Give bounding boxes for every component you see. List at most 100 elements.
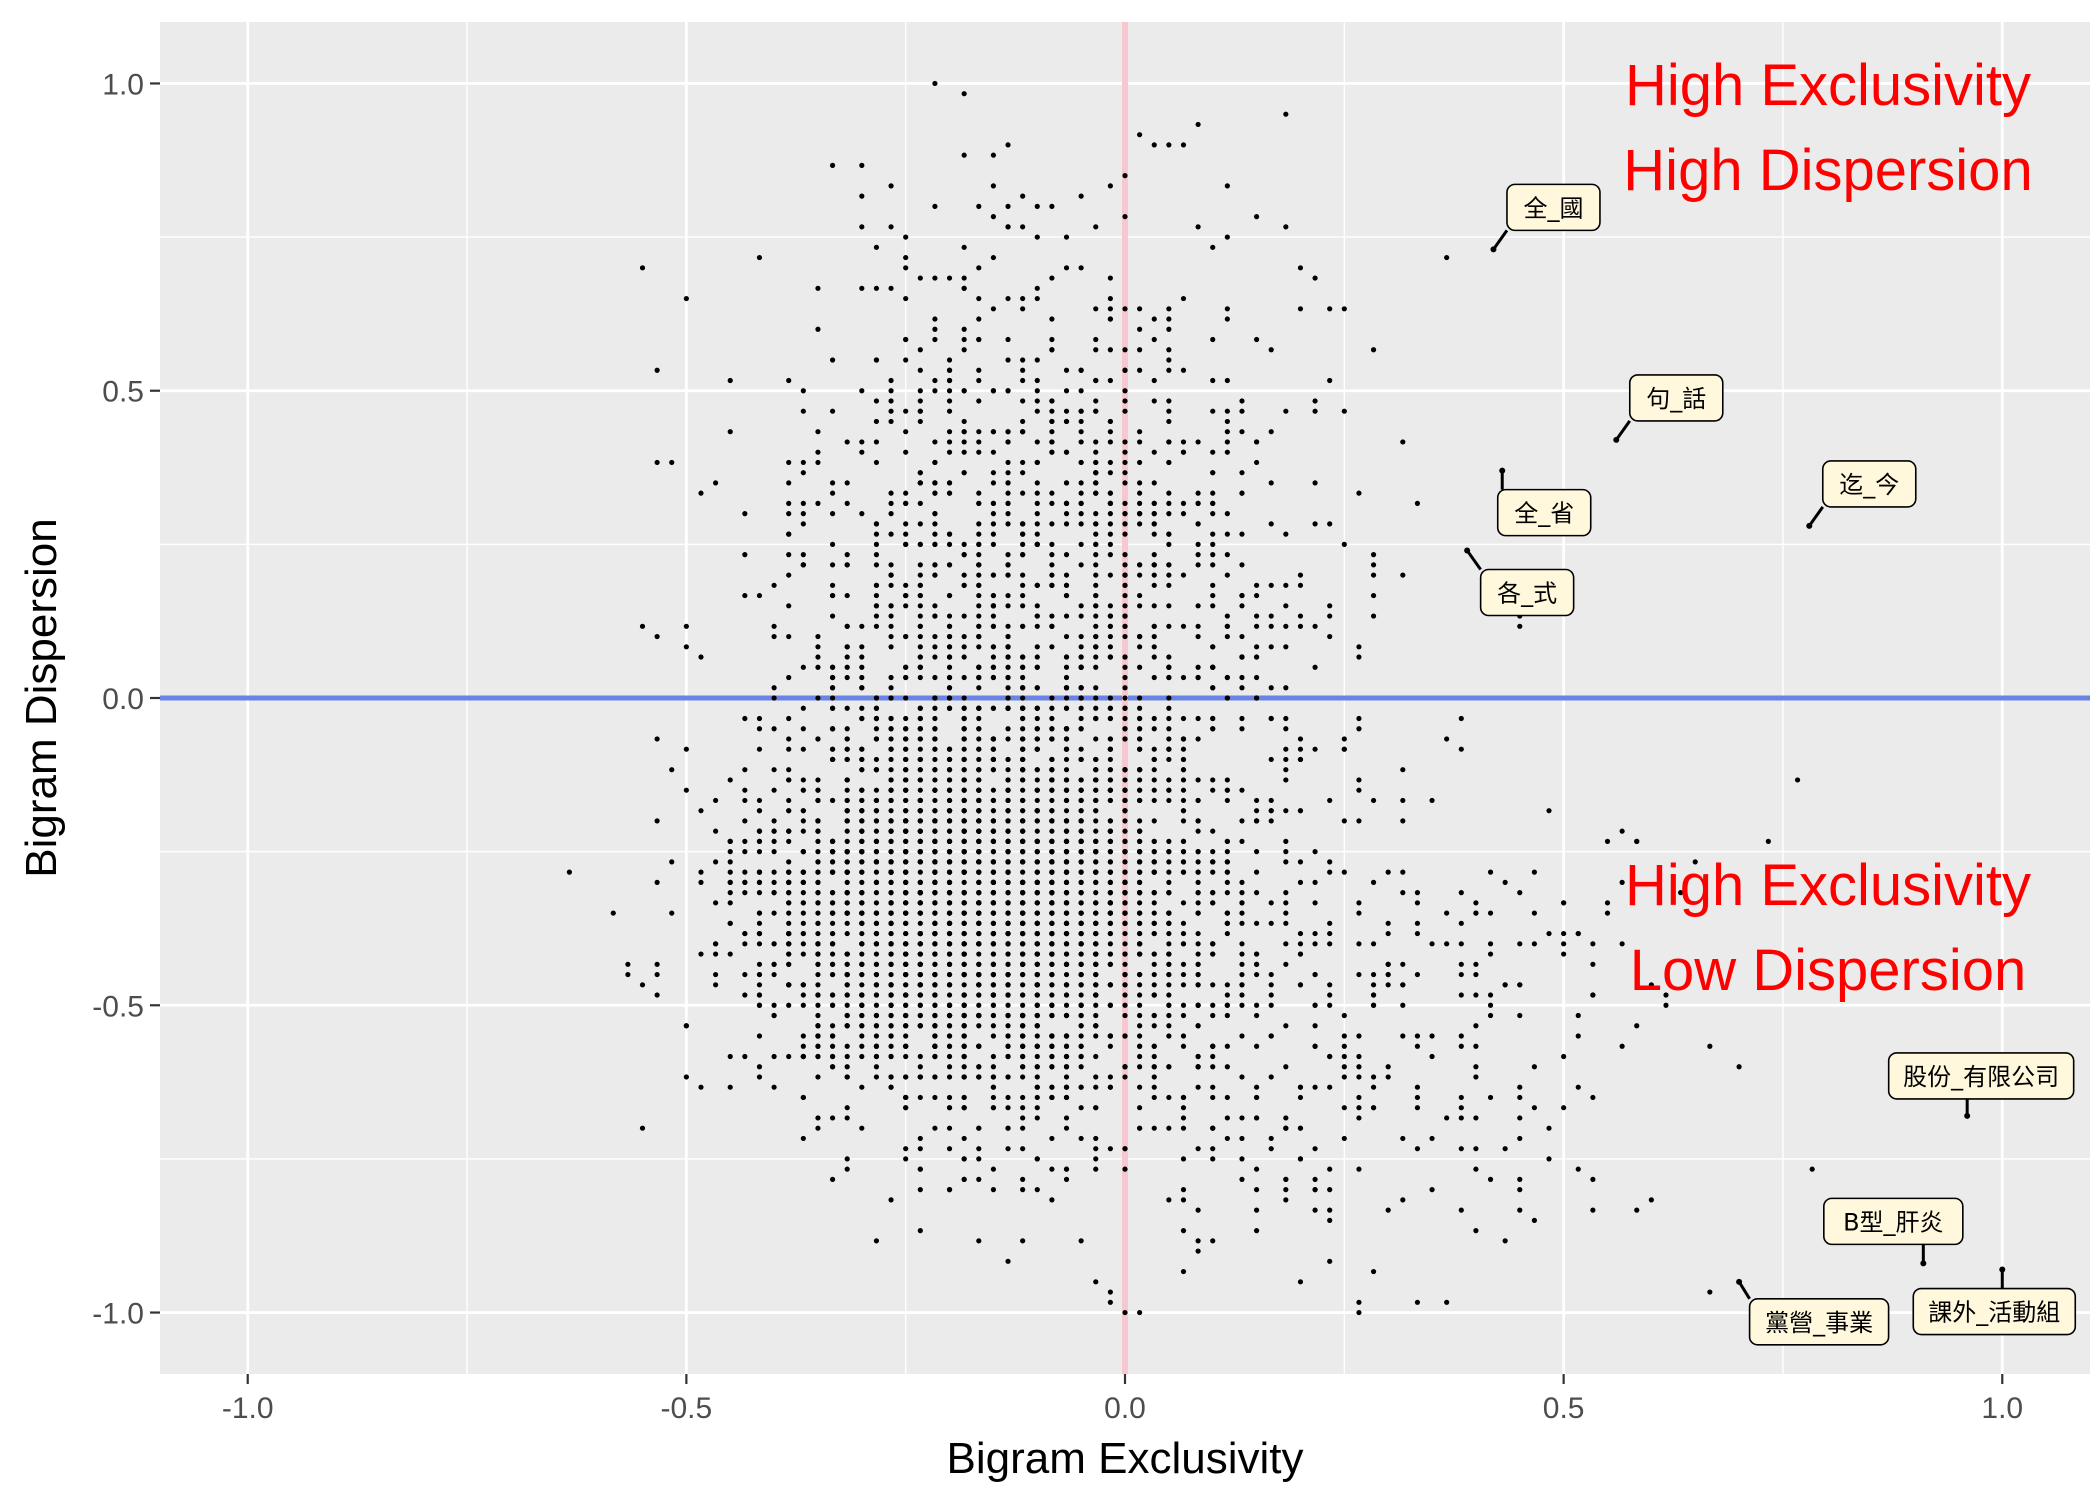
data-point (976, 1023, 982, 1029)
data-point (1590, 1176, 1596, 1182)
data-point (1049, 900, 1055, 906)
data-point (961, 910, 967, 916)
data-point (1137, 1105, 1143, 1111)
data-point (1049, 203, 1055, 209)
data-point (1020, 685, 1026, 691)
data-point (1005, 500, 1011, 506)
data-point (815, 664, 821, 670)
data-point (1341, 1135, 1347, 1142)
data-point (1063, 797, 1070, 804)
data-point (903, 1043, 909, 1049)
data-point (1414, 1043, 1421, 1049)
data-point (1020, 992, 1026, 998)
data-point (1356, 910, 1362, 916)
data-point (976, 633, 982, 640)
data-point (1078, 971, 1084, 978)
data-point (859, 162, 865, 168)
data-point (1151, 1084, 1157, 1090)
data-point (1107, 736, 1113, 742)
data-point (1312, 900, 1318, 906)
data-point (873, 828, 880, 834)
data-point (1166, 500, 1172, 506)
data-point (903, 531, 909, 537)
data-point (1210, 603, 1216, 609)
data-point (1180, 1002, 1187, 1008)
point-label: 各_式 (1497, 580, 1557, 608)
data-point (1107, 347, 1113, 353)
data-point (917, 1074, 923, 1080)
data-point (1327, 1002, 1333, 1008)
data-point (873, 418, 880, 425)
data-point (1385, 869, 1391, 875)
data-point (1239, 490, 1245, 496)
data-point (1122, 500, 1128, 506)
data-point (727, 920, 733, 926)
data-point (1034, 398, 1040, 404)
data-point (932, 879, 938, 885)
data-point (903, 336, 909, 343)
data-point (698, 490, 704, 496)
data-point (1005, 685, 1011, 691)
data-point (1151, 316, 1157, 322)
data-point (961, 920, 967, 926)
data-point (903, 767, 909, 773)
data-point (669, 459, 675, 466)
data-point (1078, 367, 1084, 373)
data-point (1093, 941, 1099, 947)
data-point (859, 285, 865, 291)
data-point (1005, 777, 1011, 783)
data-point (1283, 1064, 1289, 1070)
data-point (1253, 1166, 1260, 1172)
data-point (1049, 582, 1055, 588)
data-point (932, 1094, 938, 1101)
data-point (1137, 797, 1143, 804)
data-point (756, 828, 763, 834)
data-point (1063, 705, 1070, 711)
data-point (976, 715, 982, 722)
data-point (1195, 500, 1201, 506)
data-point (1122, 869, 1128, 875)
data-point (1385, 930, 1391, 937)
data-point (1078, 490, 1084, 496)
data-point (990, 890, 997, 896)
data-point (917, 767, 923, 773)
data-point (1005, 797, 1011, 804)
data-point (1414, 900, 1421, 906)
data-point (917, 961, 923, 967)
data-point (1137, 777, 1143, 783)
data-point (815, 787, 821, 793)
data-point (1356, 777, 1362, 783)
data-point (1283, 890, 1289, 896)
data-point (1093, 756, 1099, 763)
data-point (888, 890, 894, 896)
data-point (961, 787, 967, 793)
data-point (1210, 941, 1216, 947)
data-point (771, 623, 777, 629)
data-point (1502, 982, 1508, 988)
data-point (1122, 1064, 1128, 1070)
data-point (1137, 838, 1143, 844)
data-point (1137, 572, 1143, 578)
data-point (961, 869, 967, 875)
data-point (1020, 1105, 1026, 1111)
data-point (1166, 1002, 1172, 1008)
data-point (844, 1012, 850, 1019)
data-point (771, 695, 777, 701)
data-point (1180, 777, 1187, 783)
data-point (815, 900, 821, 906)
data-point (844, 797, 850, 804)
data-point (742, 818, 748, 824)
data-point (888, 941, 894, 947)
data-point (1122, 992, 1128, 998)
data-point (1166, 695, 1172, 701)
data-point (1151, 838, 1157, 844)
data-point (1078, 562, 1084, 568)
data-point (815, 879, 821, 885)
data-point (1049, 1043, 1055, 1049)
data-point (1005, 224, 1011, 230)
data-point (1327, 982, 1333, 988)
data-point (1180, 767, 1187, 773)
data-point (786, 869, 792, 875)
data-point (1063, 992, 1070, 998)
data-point (1239, 398, 1245, 404)
